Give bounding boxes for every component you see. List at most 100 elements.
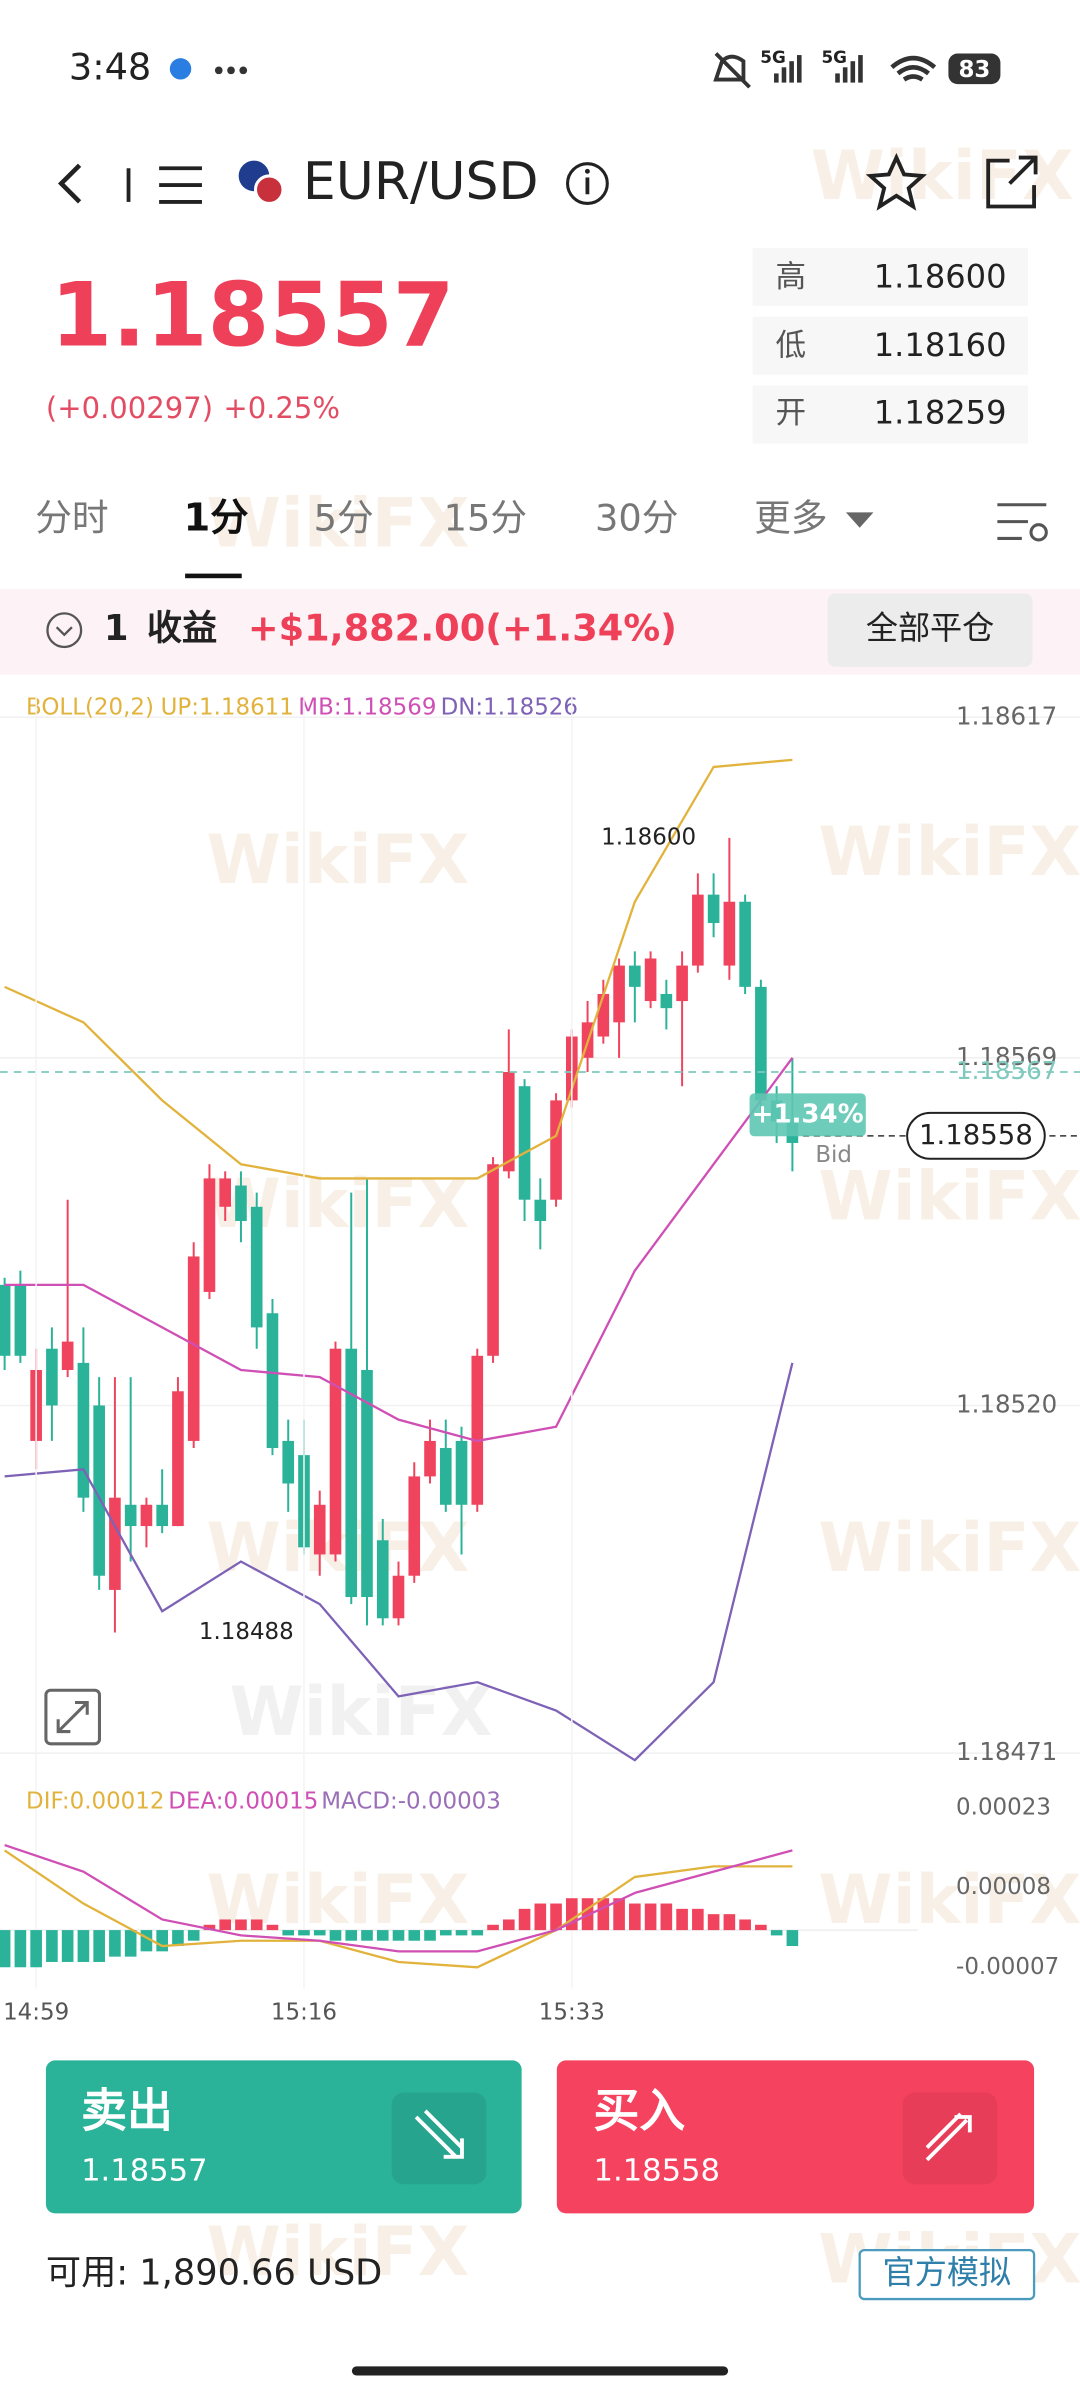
menu-button[interactable] (159, 166, 202, 204)
battery-level: 83 (958, 57, 990, 83)
candle-body (329, 1348, 342, 1555)
candle-body (755, 986, 767, 1101)
macd-bar (471, 1930, 484, 1936)
macd-bar (282, 1930, 295, 1936)
back-button[interactable] (57, 163, 82, 204)
macd-bar (361, 1930, 373, 1941)
position-count: 1 (104, 608, 128, 649)
macd-bar (109, 1930, 121, 1957)
info-glyph (584, 168, 590, 174)
macd-bar (266, 1924, 279, 1931)
macd-bar (424, 1930, 436, 1941)
network-label: 5G (760, 47, 786, 67)
watermark: WikiFX (207, 484, 470, 562)
dropdown-arrow (845, 512, 874, 528)
candle-body (723, 901, 736, 966)
period-tab[interactable]: 15分 (444, 497, 527, 540)
watermark: WikiFX (818, 813, 1080, 891)
period-tab[interactable]: 30分 (595, 497, 678, 540)
macd-bar (707, 1914, 720, 1931)
macd-bar (550, 1903, 562, 1931)
sell-price: 1.18557 (81, 2154, 207, 2189)
watermark: WikiFX (811, 137, 1074, 215)
legend-entry: MACD:-0.00003 (321, 1788, 501, 1814)
watermark: WikiFX (207, 2213, 470, 2291)
signal-icon (774, 55, 802, 83)
macd-bar (187, 1930, 200, 1941)
price-change: (+0.00297) (46, 391, 213, 425)
macd-bar (46, 1930, 58, 1962)
account-badge[interactable] (858, 2248, 1036, 2301)
candle-body (219, 1178, 232, 1207)
y-tick-label: 1.18617 (956, 701, 1057, 730)
position-profit: +$1,882.00(+1.34%) (248, 607, 677, 650)
macd-bar (487, 1924, 499, 1931)
candle-body (534, 1199, 547, 1221)
x-tick-label: 15:33 (539, 2000, 605, 2026)
info-button[interactable] (566, 162, 609, 205)
position-label: 收益 (147, 608, 217, 649)
y-tick-label: 1.18471 (956, 1737, 1057, 1766)
macd-bar (140, 1930, 153, 1952)
price-change-pct: +0.25% (223, 391, 340, 425)
macd-bar (597, 1898, 610, 1931)
symbol-title: EUR/USD (303, 152, 539, 212)
candle-body (124, 1504, 137, 1527)
watermark: WikiFX (818, 1157, 1080, 1235)
stat-label: 高 (776, 260, 807, 295)
candle-body (203, 1178, 216, 1292)
low-marker: 1.18488 (199, 1619, 294, 1645)
band-line (4, 758, 793, 1180)
candle-body (156, 1504, 168, 1527)
candle-body (471, 1355, 484, 1505)
candle-body (518, 1086, 531, 1200)
macd-bar (14, 1930, 27, 1968)
macd-bar (660, 1903, 673, 1931)
candle-body (676, 965, 688, 1002)
macd-bar (770, 1930, 783, 1936)
bid-price: 1.18558 (919, 1119, 1033, 1151)
buy-label: 买入 (594, 2083, 686, 2137)
macd-bar (518, 1908, 531, 1931)
period-tab[interactable]: 5分 (314, 497, 374, 540)
close-all-button[interactable] (827, 593, 1033, 667)
candle-body (455, 1440, 468, 1505)
period-tab-active[interactable]: 1分 (184, 497, 249, 541)
more-tab[interactable]: 更多 (754, 497, 827, 540)
period-tab[interactable]: 分时 (35, 497, 108, 540)
chart-settings[interactable] (997, 503, 1048, 542)
watermark: WikiFX (818, 1861, 1080, 1939)
share-button[interactable] (986, 155, 1038, 209)
candle-body (250, 1206, 263, 1328)
candle-body (77, 1362, 90, 1498)
available-balance: 可用: 1,890.66 USD (46, 2253, 382, 2294)
wifi-icon (890, 55, 937, 82)
candle-body (502, 1072, 515, 1172)
macd-bar (408, 1930, 421, 1941)
macd-bar (219, 1919, 232, 1931)
expand-position[interactable] (46, 612, 83, 649)
macd-bar (439, 1930, 452, 1936)
macd-bar (30, 1930, 42, 1968)
watermark: WikiFX (818, 1509, 1080, 1587)
fullscreen-button[interactable] (44, 1688, 101, 1746)
macd-bar (629, 1903, 641, 1931)
buy-price: 1.18558 (594, 2154, 720, 2189)
macd-bar (298, 1930, 310, 1936)
candlestick-chart: 1.18617 1.18569 1.18520 1.18471 BOLL(20,2) UP… (0, 695, 1080, 2026)
y-tick-label: 1.18520 (956, 1389, 1057, 1418)
candle-body (140, 1504, 153, 1527)
status-app-icon (169, 58, 192, 80)
candle-body (613, 965, 625, 1023)
candle-body (361, 1369, 373, 1598)
candle-body (424, 1440, 436, 1477)
y-tick-label: 0.00023 (956, 1794, 1051, 1820)
last-price: 1.18557 (51, 264, 455, 367)
macd-bar (566, 1898, 578, 1931)
candle-body (550, 1100, 562, 1200)
close-all-label: 全部平仓 (866, 609, 994, 647)
favorite-button[interactable] (865, 152, 928, 211)
legend-entry: MB:1.18569 (298, 695, 436, 721)
candle-body (392, 1575, 405, 1619)
